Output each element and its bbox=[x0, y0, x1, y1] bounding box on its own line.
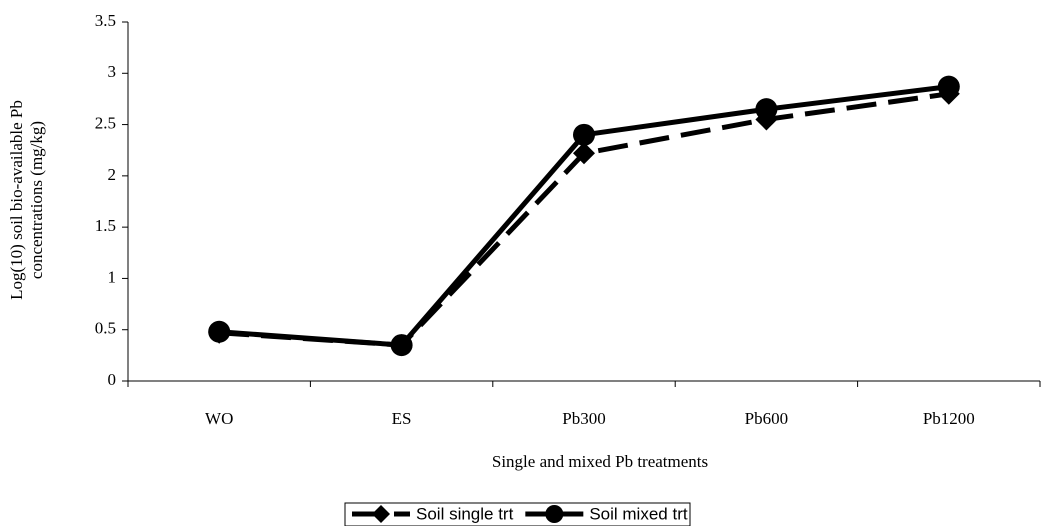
y-tick-label: 3 bbox=[108, 62, 117, 81]
legend-box bbox=[344, 502, 691, 526]
data-point bbox=[573, 123, 595, 146]
data-point bbox=[755, 98, 778, 121]
y-tick-label: 0.5 bbox=[95, 319, 116, 338]
data-point bbox=[937, 75, 960, 98]
legend-marker bbox=[545, 505, 564, 523]
legend-label: Soil mixed trt bbox=[589, 504, 688, 523]
legend-label: Soil single trt bbox=[416, 504, 514, 523]
data-point bbox=[208, 320, 231, 343]
legend: Soil single trt Soil mixed trt bbox=[344, 502, 691, 526]
y-tick-label: 1 bbox=[108, 267, 117, 286]
x-tick-label: WO bbox=[205, 409, 233, 428]
y-tick-label: 2.5 bbox=[95, 113, 116, 132]
y-tick-label: 2 bbox=[108, 165, 117, 184]
y-tick-label: 0 bbox=[108, 370, 117, 389]
data-point bbox=[390, 334, 413, 357]
y-axis-title: concentrations (mg/kg) bbox=[27, 121, 46, 279]
x-tick-label: Pb1200 bbox=[923, 409, 975, 428]
legend-marker bbox=[372, 505, 390, 523]
y-tick-label: 3.5 bbox=[95, 11, 116, 30]
x-axis-title: Single and mixed Pb treatments bbox=[492, 452, 708, 471]
y-axis-title: Log(10) soil bio-available Pb bbox=[7, 100, 26, 300]
data-point bbox=[573, 142, 595, 165]
y-tick-label: 1.5 bbox=[95, 216, 116, 235]
x-tick-label: Pb600 bbox=[745, 409, 788, 428]
x-tick-label: ES bbox=[392, 409, 412, 428]
x-tick-label: Pb300 bbox=[562, 409, 605, 428]
